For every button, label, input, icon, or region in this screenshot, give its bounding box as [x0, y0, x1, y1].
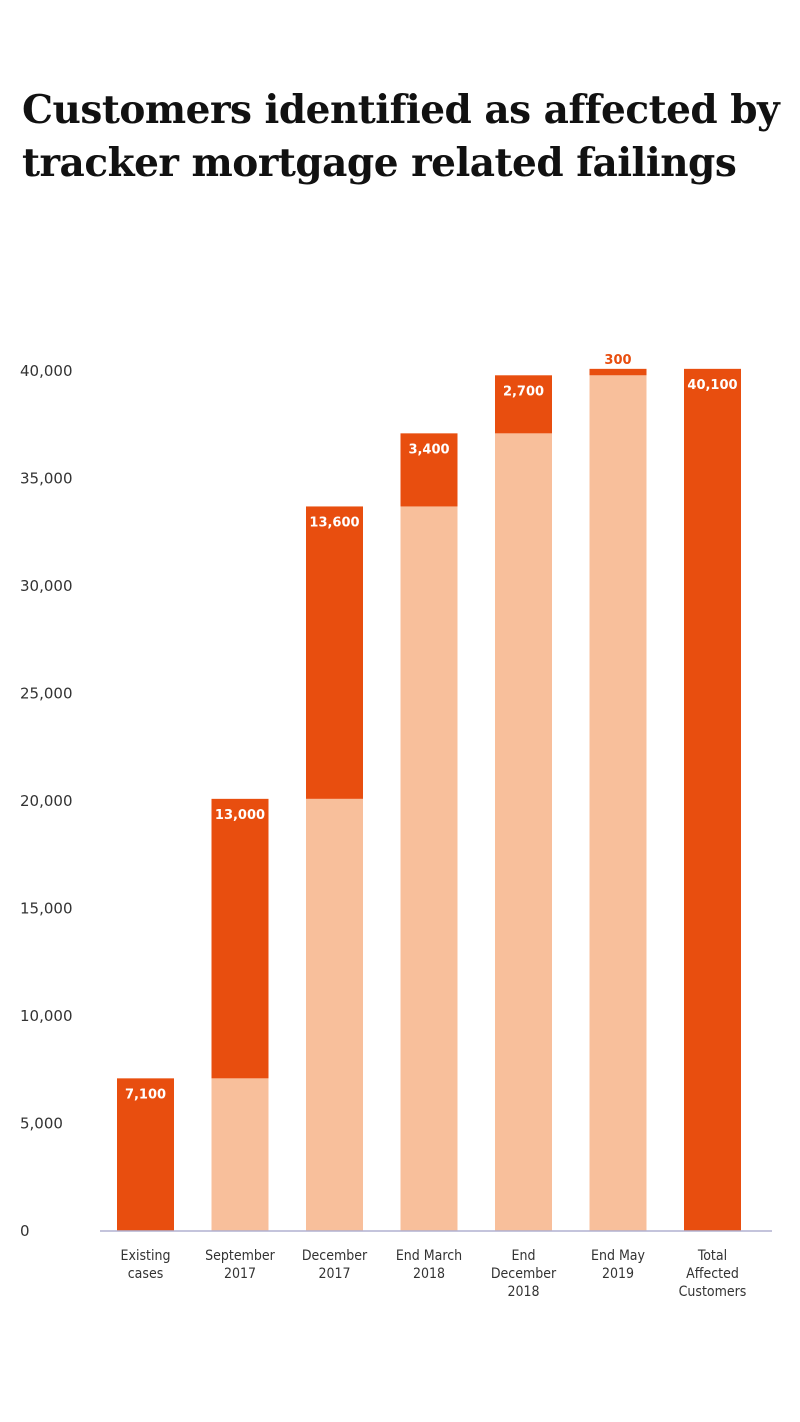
x-tick-label: Existing cases [121, 1248, 171, 1282]
data-label: 2,700 [503, 384, 544, 399]
y-tick-label: 25,000 [20, 685, 73, 703]
x-tick-label: End December 2018 [491, 1248, 557, 1300]
y-tick-label: 15,000 [20, 900, 73, 918]
data-label: 300 [604, 353, 631, 368]
data-label: 13,000 [215, 808, 265, 823]
y-tick-label: 40,000 [20, 362, 73, 380]
y-tick-label: 5,000 [20, 1115, 63, 1133]
x-tick-label: September 2017 [205, 1248, 275, 1282]
y-axis: 0 5,000 10,000 15,000 20,000 25,000 30,000 35,0… [20, 362, 73, 1240]
y-tick-label: 30,000 [20, 577, 73, 595]
chart-title: Customers identified as affected by trac… [22, 87, 780, 186]
bar-increment [211, 798, 269, 1079]
x-tick-label: End May 2019 [591, 1248, 646, 1282]
bar-increment [495, 375, 552, 434]
bar-increment [684, 368, 741, 1232]
x-tick-label: December 2017 [302, 1248, 368, 1282]
x-tick-label: Total Affected Customers [679, 1248, 747, 1300]
bar-increment [117, 1078, 174, 1231]
bar-increment [589, 368, 647, 376]
data-label: 40,100 [687, 378, 737, 393]
x-tick-label: End March 2018 [396, 1248, 462, 1282]
bar-base [589, 375, 647, 1231]
y-tick-label: 0 [20, 1222, 30, 1240]
data-label: 7,100 [125, 1087, 166, 1102]
bar-base [306, 798, 363, 1231]
data-label: 3,400 [408, 442, 449, 457]
y-tick-label: 35,000 [20, 470, 73, 488]
bar-increment [400, 433, 458, 507]
x-axis: Existing cases September 2017 December 2017 En… [121, 1248, 747, 1300]
data-label: 13,600 [309, 515, 359, 530]
bar-base [211, 1078, 269, 1231]
bar-increment [306, 506, 363, 799]
bar-base [495, 433, 552, 1232]
bars: 7,100 13,000 13,600 3,400 2,700 300 40,100 [117, 353, 741, 1232]
y-tick-label: 20,000 [20, 792, 73, 810]
bar-base [400, 506, 458, 1231]
y-tick-label: 10,000 [20, 1007, 73, 1025]
